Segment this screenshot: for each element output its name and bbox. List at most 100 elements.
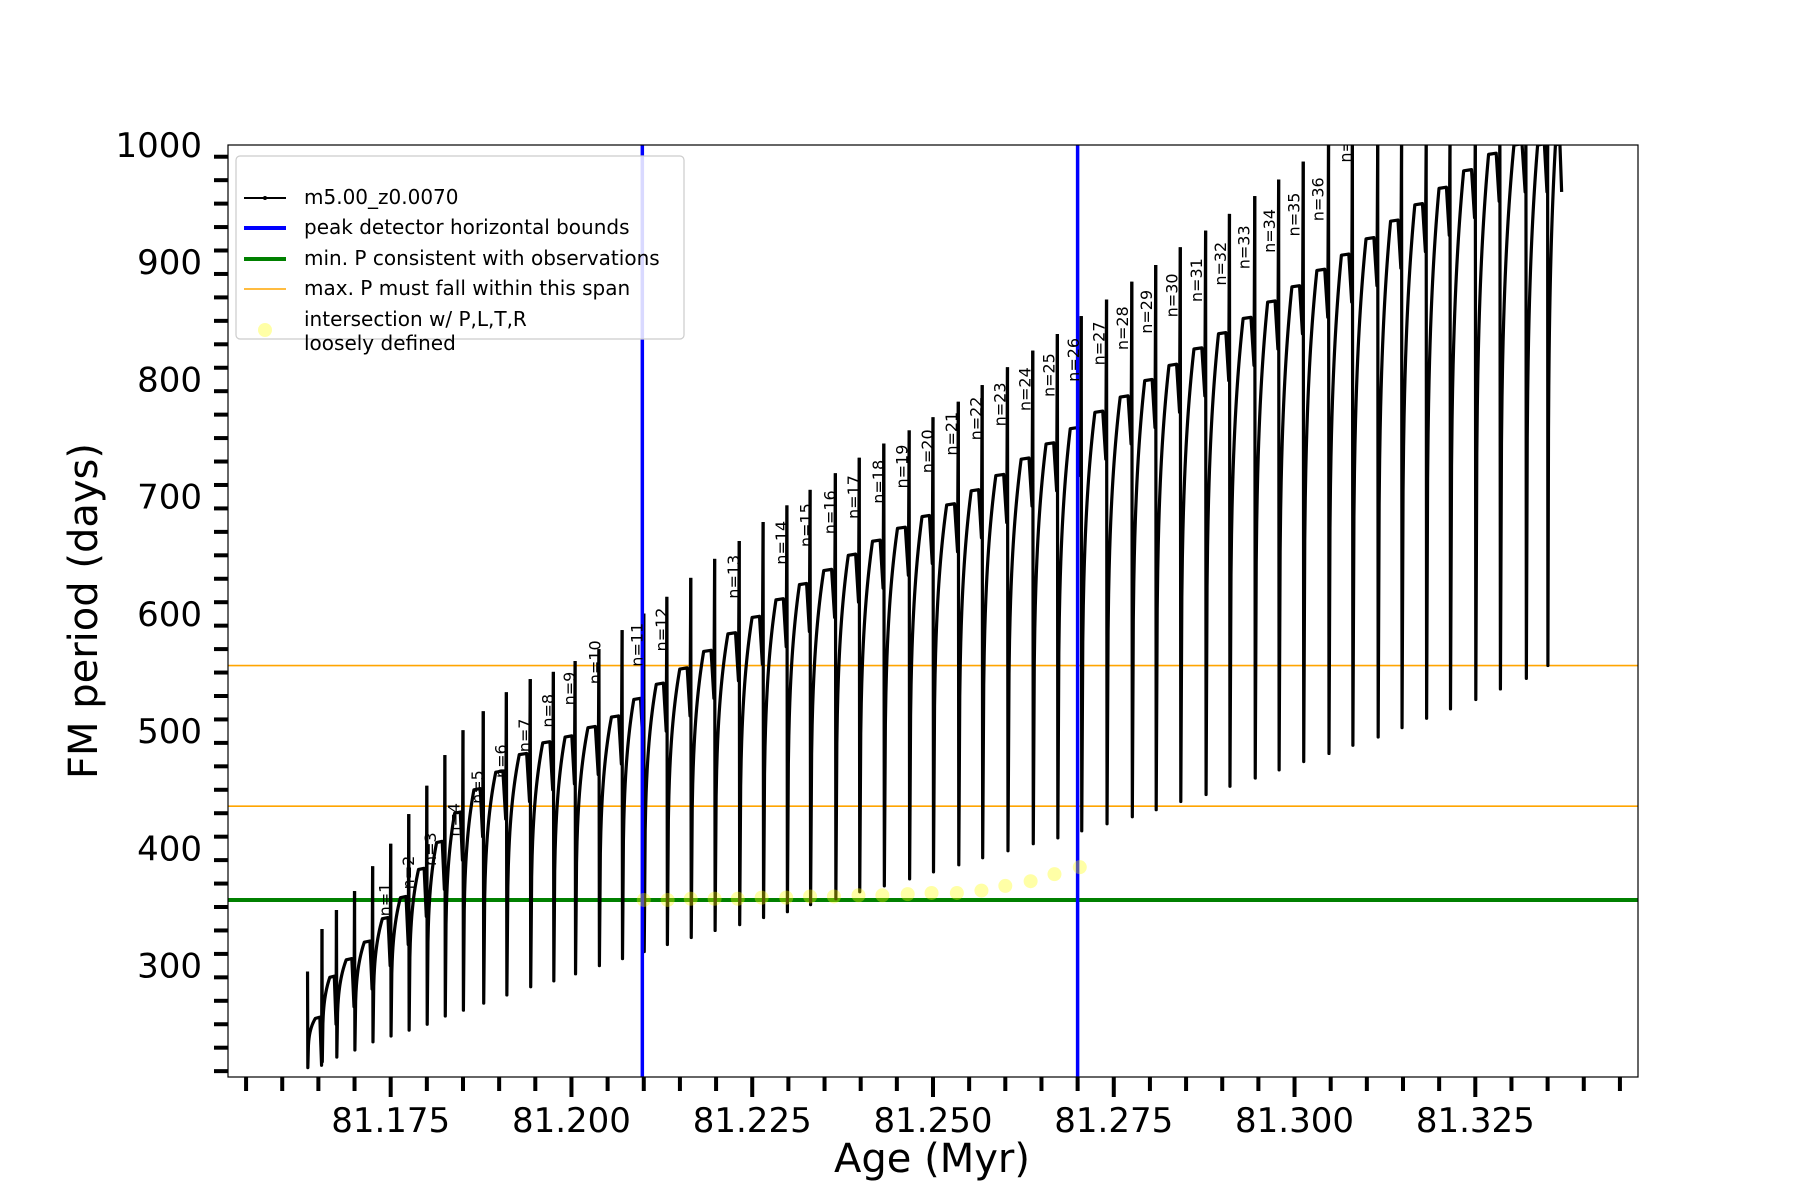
pulse-label: n=22 xyxy=(966,397,985,441)
intersection-point xyxy=(779,890,794,905)
pulse-cycle-curve xyxy=(352,866,375,1052)
pulse-cycle-curve xyxy=(551,661,577,983)
pulse-cycle-curve xyxy=(1326,145,1354,756)
intersection-point xyxy=(1047,867,1062,882)
pulse-cycle-curve xyxy=(1277,161,1305,772)
pulse-label: n=14 xyxy=(772,521,791,565)
intersection-point xyxy=(949,885,964,900)
pulse-cycle-curve xyxy=(443,730,465,1018)
pulse-cycle-curve xyxy=(504,679,532,997)
pulse-label: n=32 xyxy=(1211,242,1230,286)
pulse-label: n=29 xyxy=(1137,290,1156,334)
pulse-cycle-curve xyxy=(461,711,485,1012)
legend-label: min. P consistent with observations xyxy=(304,246,660,270)
x-tick-label: 81.275 xyxy=(1054,1101,1173,1141)
y-tick-label: 1000 xyxy=(115,126,202,166)
intersection-point xyxy=(754,890,769,905)
pulse-label: n=5 xyxy=(468,770,487,804)
pulse-label: n=13 xyxy=(724,555,743,599)
pulse-cycle-curve xyxy=(1079,299,1109,833)
pulse-cycle-curve xyxy=(528,671,555,989)
pulse-cycle-curve xyxy=(931,401,960,874)
pulse-label: n=18 xyxy=(869,460,888,504)
intersection-point xyxy=(660,892,675,907)
x-tick-label: 81.175 xyxy=(331,1101,450,1141)
x-tick-label: 81.200 xyxy=(512,1101,631,1141)
pulse-cycle-curve xyxy=(833,457,861,901)
pulse-label: n=7 xyxy=(515,719,534,753)
pulse-label: n=37 xyxy=(1336,119,1355,163)
legend-label: loosely defined xyxy=(304,331,456,355)
pulse-cycle-curve xyxy=(305,929,324,1070)
pulse-label: n=33 xyxy=(1235,225,1254,269)
legend-label: peak detector horizontal bounds xyxy=(304,215,630,239)
intersection-point xyxy=(730,891,745,906)
pulse-cycle-curve xyxy=(808,473,837,907)
y-tick-label: 400 xyxy=(137,829,202,869)
pulse-cycle-curve xyxy=(1055,316,1083,840)
pulse-cycle-curve xyxy=(665,577,693,947)
intersection-point xyxy=(683,891,698,906)
pulse-cycle-curve xyxy=(1130,265,1158,819)
y-tick-label: 800 xyxy=(137,360,202,400)
pulse-label: n=2 xyxy=(399,856,418,890)
intersection-point xyxy=(707,891,722,906)
pulse-cycle-curve xyxy=(642,596,669,954)
pulse-label: n=35 xyxy=(1285,193,1304,237)
pulse-cycle-curve xyxy=(956,385,984,867)
x-tick-label: 81.225 xyxy=(693,1101,812,1141)
pulse-cycle-curve xyxy=(882,430,911,888)
y-tick-label: 900 xyxy=(137,243,202,283)
pulse-cycle-curve xyxy=(371,843,393,1044)
y-tick-label: 600 xyxy=(137,595,202,635)
axis-layer: 300 400 500 600 700 800 900 1000 81.175 81.200 81.… xyxy=(115,126,1622,1141)
pulse-cycle-curve xyxy=(737,522,765,927)
intersection-point xyxy=(974,883,989,898)
pulse-cycle-curve xyxy=(1473,145,1502,702)
intersection-point xyxy=(803,889,818,904)
intersection-point xyxy=(826,889,841,904)
pulse-label: n=10 xyxy=(585,640,604,684)
pulse-cycle-curve xyxy=(1154,247,1182,812)
x-axis-title: Age (Myr) xyxy=(834,1136,1030,1182)
pulse-cycle-curve xyxy=(573,649,601,976)
pulse-cycle-curve xyxy=(980,367,1010,860)
pulse-cycle-curve xyxy=(620,613,646,961)
pulse-cycle-curve xyxy=(1204,213,1232,797)
intersection-point xyxy=(998,878,1013,893)
pulse-cycle-curve xyxy=(425,755,447,1026)
legend-swatch-marker xyxy=(258,323,272,337)
legend-swatch-marker xyxy=(263,196,267,200)
pulse-cycle-curve xyxy=(1376,145,1404,739)
pulse-cycle-curve xyxy=(320,910,339,1064)
pulse-cycle-curve xyxy=(785,489,812,914)
pulse-label: n=26 xyxy=(1064,338,1083,382)
pulse-label: n=9 xyxy=(560,672,579,706)
pulse-label: n=34 xyxy=(1260,209,1279,253)
pulse-cycle-curve xyxy=(1104,281,1134,826)
legend-box xyxy=(235,155,685,340)
y-tick-label: 300 xyxy=(137,947,202,987)
pulse-cycle-curve xyxy=(907,417,935,881)
intersection-point xyxy=(875,888,890,903)
pulse-cycle-curve xyxy=(1005,350,1035,853)
pulse-cycle-curve xyxy=(1350,145,1380,747)
pulse-cycle-curve xyxy=(1031,333,1059,846)
pulse-label: n=36 xyxy=(1308,177,1327,221)
y-tick-label: 500 xyxy=(137,712,202,752)
pulse-label: n=21 xyxy=(942,412,961,456)
pulse-label: n=19 xyxy=(893,445,912,489)
pulse-cycle-curve xyxy=(761,505,789,920)
x-tick-label: 81.300 xyxy=(1235,1101,1354,1141)
pulse-cycle-curve xyxy=(1424,145,1452,720)
pulse-label: n=31 xyxy=(1187,258,1206,302)
intersection-point xyxy=(900,887,915,902)
pulse-cycle-curve xyxy=(597,630,624,968)
pulse-cycle-curve xyxy=(1448,145,1477,711)
pulse-cycle-curve xyxy=(1301,145,1331,764)
legend-label: m5.00_z0.0070 xyxy=(304,185,459,209)
pulse-label: n=25 xyxy=(1039,353,1058,397)
pulse-label: n=12 xyxy=(652,608,671,652)
